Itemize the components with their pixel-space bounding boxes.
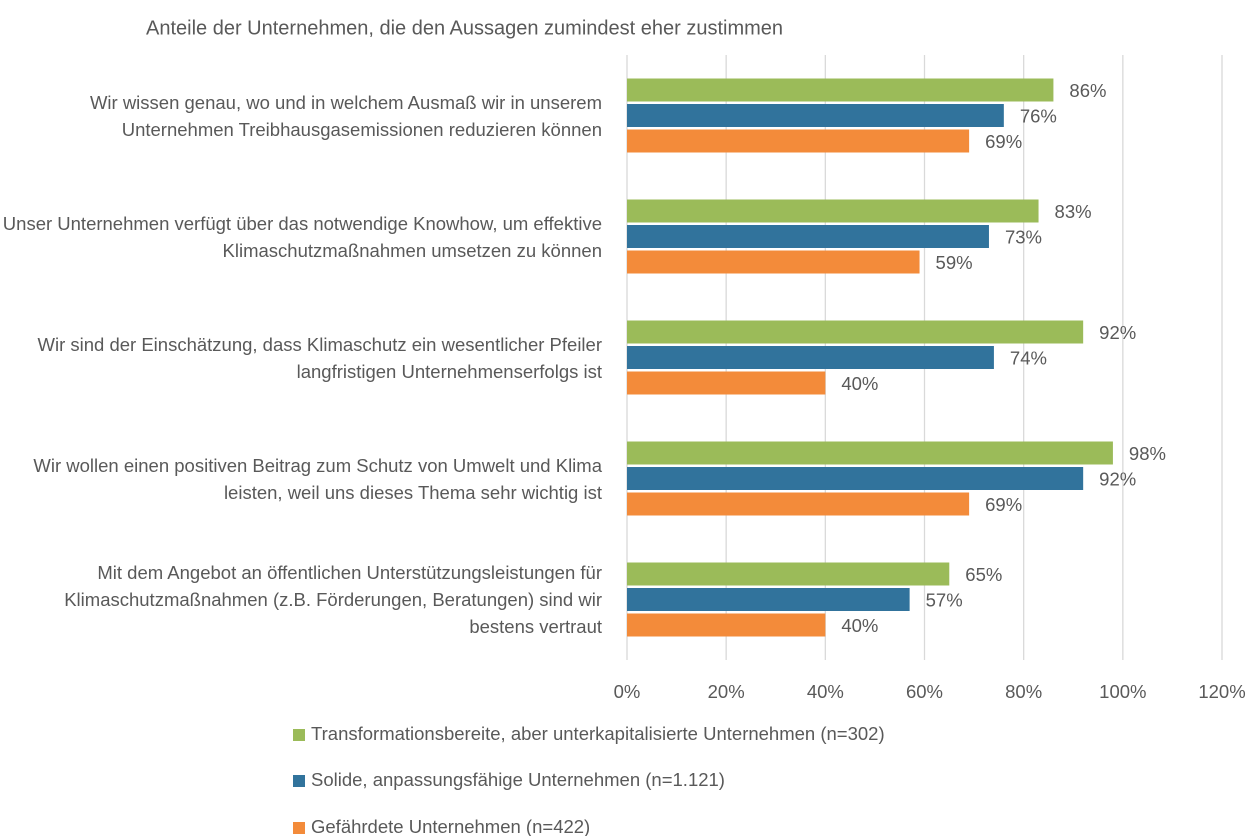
- category-label: Wir wollen einen positiven Beitrag zum S…: [0, 418, 602, 539]
- bar: [627, 199, 1039, 223]
- bar: [627, 250, 920, 274]
- value-label: 40%: [841, 615, 878, 636]
- category-label: Mit dem Angebot an öffentlichen Unterstü…: [0, 539, 602, 660]
- value-label: 92%: [1099, 322, 1136, 343]
- legend-swatch: [293, 822, 305, 834]
- legend-label: Transformationsbereite, aber unterkapita…: [311, 723, 885, 744]
- bar: [627, 441, 1113, 465]
- x-tick-label: 0%: [614, 681, 641, 702]
- bar: [627, 613, 826, 637]
- category-text: Wir sind der Einschätzung, dass Klimasch…: [37, 333, 603, 382]
- category-text: Unser Unternehmen verfügt über das notwe…: [2, 212, 602, 261]
- bar: [627, 225, 989, 248]
- value-label: 73%: [1005, 226, 1042, 247]
- x-tick-label: 80%: [1005, 681, 1042, 702]
- category-text: Wir wollen einen positiven Beitrag zum S…: [33, 454, 602, 503]
- x-tick-label: 100%: [1099, 681, 1146, 702]
- value-label: 83%: [1055, 201, 1092, 222]
- x-tick-label: 60%: [906, 681, 943, 702]
- category-label: Unser Unternehmen verfügt über das notwe…: [0, 176, 602, 297]
- bar: [627, 467, 1084, 490]
- value-label: 69%: [985, 131, 1022, 152]
- value-label: 92%: [1099, 468, 1136, 489]
- bar: [627, 104, 1004, 127]
- legend-label: Solide, anpassungsfähige Unternehmen (n=…: [311, 769, 725, 790]
- value-label: 40%: [841, 373, 878, 394]
- bar: [627, 371, 826, 395]
- bar: [627, 562, 950, 586]
- x-tick-label: 120%: [1198, 681, 1245, 702]
- value-label: 74%: [1010, 347, 1047, 368]
- category-text: Mit dem Angebot an öffentlichen Unterstü…: [64, 562, 602, 637]
- value-label: 65%: [965, 564, 1002, 585]
- bar: [627, 346, 994, 369]
- category-label: Wir wissen genau, wo und in welchem Ausm…: [0, 55, 602, 176]
- bar: [627, 78, 1054, 102]
- value-label: 57%: [926, 589, 963, 610]
- value-label: 59%: [936, 252, 973, 273]
- x-tick-label: 40%: [807, 681, 844, 702]
- value-label: 76%: [1020, 105, 1057, 126]
- value-label: 98%: [1129, 443, 1166, 464]
- x-tick-label: 20%: [708, 681, 745, 702]
- value-label: 86%: [1069, 80, 1106, 101]
- legend-swatch: [293, 729, 305, 741]
- bar: [627, 588, 910, 611]
- legend-label: Gefährdete Unternehmen (n=422): [311, 816, 590, 836]
- category-text: Wir wissen genau, wo und in welchem Ausm…: [89, 91, 602, 140]
- chart-title: Anteile der Unternehmen, die den Aussage…: [146, 17, 783, 39]
- value-label: 69%: [985, 494, 1022, 515]
- category-label: Wir sind der Einschätzung, dass Klimasch…: [0, 297, 603, 418]
- bar: [627, 320, 1084, 344]
- legend-swatch: [293, 775, 305, 787]
- bar: [627, 129, 970, 153]
- bar: [627, 492, 970, 516]
